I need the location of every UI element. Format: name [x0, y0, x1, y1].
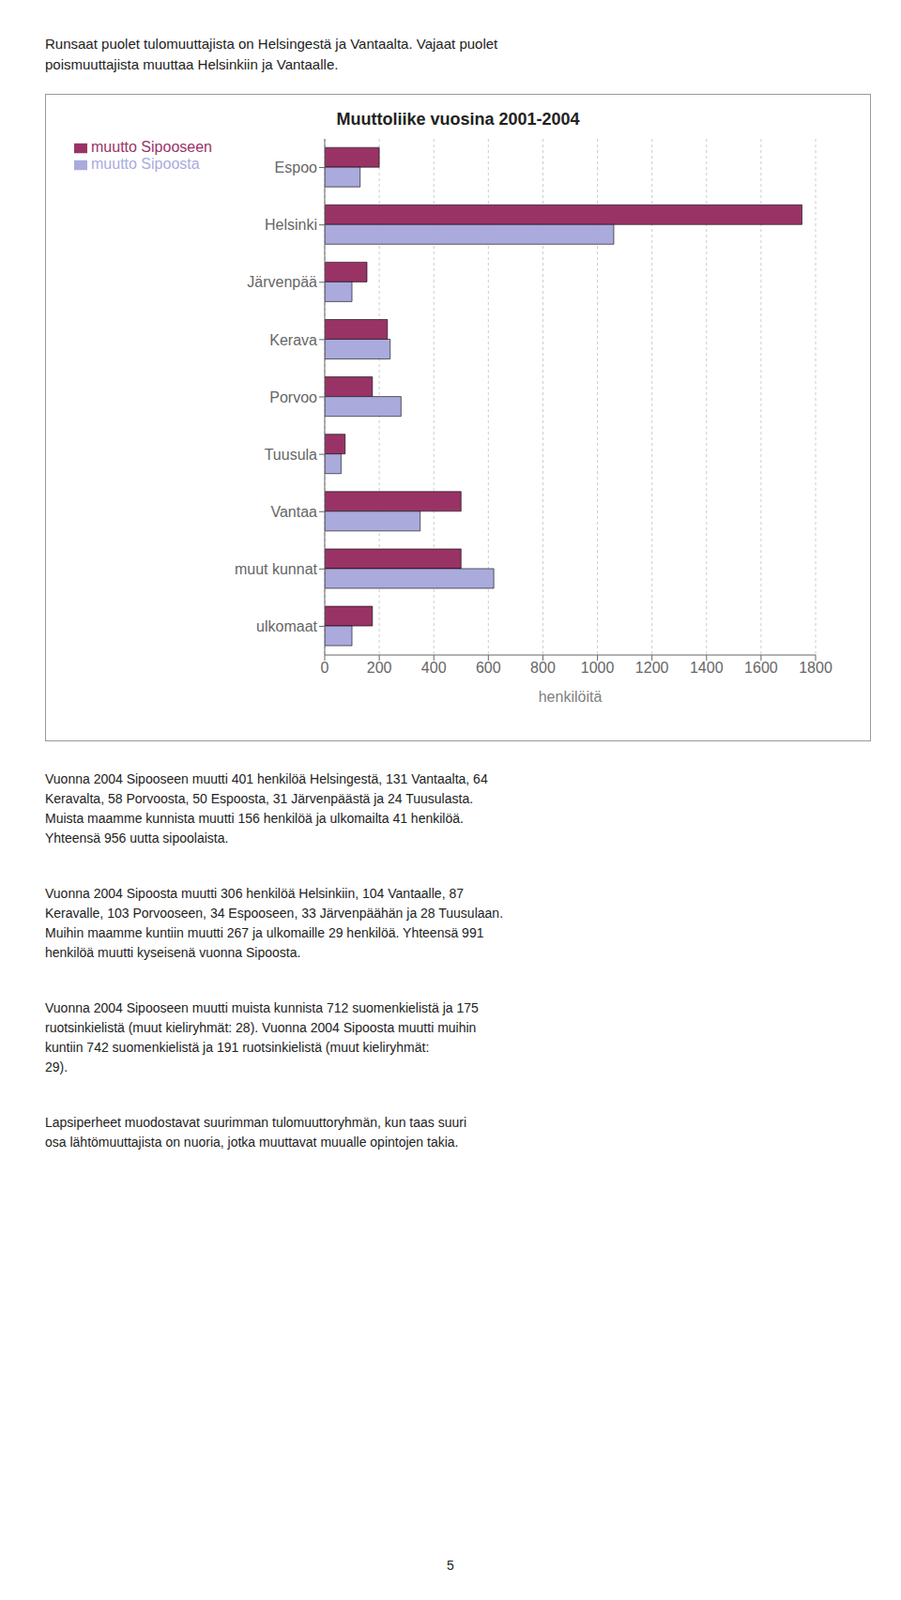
svg-text:0: 0 [320, 659, 330, 676]
svg-text:1400: 1400 [689, 659, 724, 676]
svg-text:muut kunnat: muut kunnat [234, 561, 319, 578]
svg-text:1800: 1800 [798, 659, 833, 676]
html-text:poismuuttajista muuttaa Helsin: poismuuttajista muuttaa Helsinkiin ja Va… [45, 56, 339, 73]
html-text:5: 5 [446, 1557, 455, 1573]
svg-text:1000: 1000 [580, 659, 615, 676]
svg-text:Tuusula: Tuusula [264, 446, 318, 463]
html-text:muutto Sipoosta: muutto Sipoosta [91, 155, 200, 172]
svg-text:Helsinki: Helsinki [264, 216, 318, 233]
svg-text:200: 200 [366, 659, 393, 676]
html-text:Vuonna 2004 Sipooseen muutti 4: Vuonna 2004 Sipooseen muutti 401 henkilö… [45, 771, 488, 846]
html-text:Runsaat puolet tulomuuttajista: Runsaat puolet tulomuuttajista on Helsin… [45, 35, 498, 52]
svg-text:600: 600 [475, 659, 502, 676]
svg-text:Kerava: Kerava [269, 332, 318, 349]
svg-text:Vantaa: Vantaa [270, 503, 318, 520]
html-text:muutto Sipooseen: muutto Sipooseen [91, 138, 213, 155]
html-text:Vuonna 2004 Sipoosta muutti 30: Vuonna 2004 Sipoosta muutti 306 henkilöä… [45, 885, 504, 961]
html-text:Vuonna 2004 Sipooseen muutti m: Vuonna 2004 Sipooseen muutti muista kunn… [45, 1000, 479, 1075]
svg-text:1200: 1200 [635, 659, 670, 676]
svg-text:1600: 1600 [744, 659, 779, 676]
html-text:Lapsiperheet muodostavat suuri: Lapsiperheet muodostavat suurimman tulom… [45, 1114, 467, 1150]
svg-text:Porvoo: Porvoo [269, 389, 318, 406]
svg-text:ulkomaat: ulkomaat [256, 618, 318, 635]
svg-text:800: 800 [530, 659, 556, 676]
svg-text:Espoo: Espoo [274, 159, 318, 176]
svg-text:400: 400 [421, 659, 447, 676]
svg-text:Järvenpää: Järvenpää [246, 274, 318, 291]
svg-text:henkilöitä: henkilöitä [538, 688, 603, 705]
html-text:Muuttoliike vuosina 2001-2004: Muuttoliike vuosina 2001-2004 [336, 109, 580, 129]
